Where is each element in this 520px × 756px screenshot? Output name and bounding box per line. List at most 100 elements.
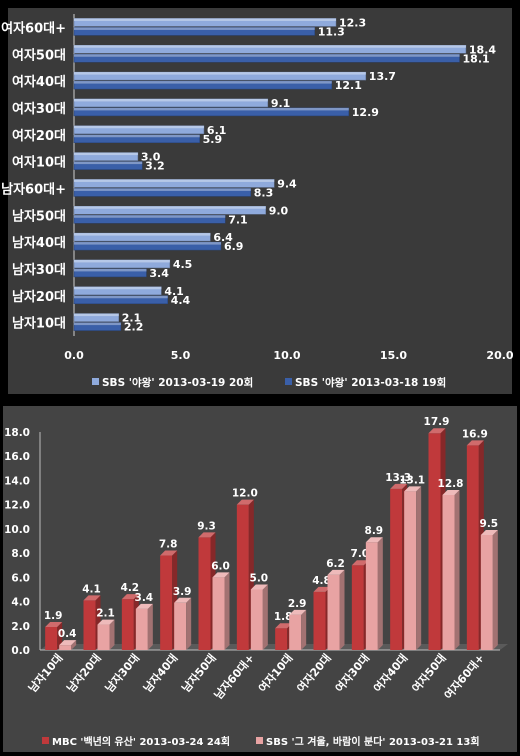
c2-value-label: 13.3	[385, 472, 411, 484]
c2-bar-top	[198, 532, 216, 538]
c2-y-tick-label: 18.0	[4, 427, 30, 439]
c2-bar-top	[390, 483, 408, 489]
c2-bar-top	[275, 623, 293, 629]
c2-bar-front	[135, 608, 148, 650]
c1-value-label: 6.9	[224, 240, 244, 253]
c1-bar-highlight	[74, 179, 275, 182]
c1-legend-swatch	[92, 378, 99, 385]
c2-bar-top	[83, 595, 101, 601]
c1-bar-highlight	[74, 188, 251, 191]
c1-value-label: 3.2	[145, 160, 165, 173]
c1-bar-highlight	[74, 152, 138, 156]
c2-bar-top	[313, 586, 331, 592]
c2-bar-front	[59, 645, 72, 650]
c1-value-label: 12.1	[335, 79, 362, 92]
c2-bar-top	[442, 489, 460, 495]
c2-bar-front	[236, 504, 249, 650]
c1-legend-label: SBS '야왕' 2013-03-18 19회	[295, 376, 446, 389]
c2-value-label: 6.2	[326, 558, 345, 570]
c1-category-label: 여자60대+	[1, 20, 66, 36]
c2-value-label: 0.4	[58, 628, 77, 640]
c1-value-label: 2.2	[124, 321, 144, 334]
c1-x-tick-label: 0.0	[64, 349, 84, 362]
c2-bar-front	[212, 577, 225, 650]
c1-bar-highlight	[74, 81, 332, 84]
c2-bar-front	[250, 589, 263, 650]
c2-bar-top	[404, 486, 422, 492]
c1-value-label: 6.1	[207, 124, 227, 137]
c1-category-label: 여자50대	[12, 47, 66, 63]
c1-x-tick-label: 10.0	[273, 349, 300, 362]
c1-value-label: 8.3	[254, 186, 273, 199]
c1-category-label: 남자40대	[12, 235, 66, 251]
c2-bar-front	[365, 542, 378, 650]
c2-bar-top	[289, 609, 307, 615]
c2-bar-side	[301, 609, 307, 650]
c2-bar-front	[327, 574, 340, 650]
c2-bar-side	[57, 621, 63, 650]
c1-bar-highlight	[74, 259, 170, 263]
c1-category-label: 여자40대	[12, 74, 66, 90]
chart1-panel	[8, 8, 512, 394]
c1-bar-highlight	[74, 27, 315, 30]
c2-bar-front	[428, 433, 441, 650]
c1-value-label: 3.4	[149, 267, 169, 280]
c1-x-tick-label: 5.0	[171, 349, 191, 362]
c1-value-label: 9.4	[277, 177, 297, 190]
c2-y-tick-label: 14.0	[4, 475, 30, 487]
c1-bar-highlight	[74, 125, 204, 129]
c2-bar-top	[121, 594, 139, 600]
c1-bar-highlight	[74, 54, 460, 57]
c2-value-label: 3.4	[135, 592, 154, 604]
c2-bar-front	[83, 600, 96, 650]
c2-bar-top	[97, 619, 115, 625]
c2-value-label: 7.0	[351, 548, 370, 560]
c1-value-label: 12.3	[339, 16, 366, 29]
c1-bar-highlight	[74, 161, 143, 165]
c1-x-tick-label: 15.0	[380, 349, 407, 362]
c2-bar-top	[466, 440, 484, 446]
c1-bar-highlight	[74, 242, 221, 245]
c2-bar-front	[160, 555, 173, 650]
c2-y-tick-label: 8.0	[11, 548, 30, 560]
c1-category-label: 남자60대+	[1, 181, 66, 197]
c2-value-label: 17.9	[424, 416, 450, 428]
c2-bar-top	[365, 537, 383, 543]
c2-value-label: 4.1	[82, 583, 101, 595]
c1-category-label: 남자30대	[12, 262, 66, 278]
c1-legend-swatch	[285, 378, 292, 385]
c1-bar-highlight	[74, 322, 121, 326]
c2-value-label: 4.8	[312, 575, 331, 587]
c1-value-label: 9.1	[271, 97, 291, 110]
c2-bar-front	[289, 614, 302, 650]
c2-bar-top	[250, 584, 268, 590]
c2-value-label: 6.0	[211, 560, 230, 572]
c2-y-tick-label: 10.0	[4, 524, 30, 536]
c1-bar-highlight	[74, 215, 226, 218]
c1-bar-highlight	[74, 206, 266, 209]
c2-bar-front	[442, 494, 455, 650]
c2-value-label: 16.9	[462, 428, 488, 440]
c2-bar-top	[327, 569, 345, 575]
c2-bar-top	[160, 550, 178, 556]
c1-bar-highlight	[74, 98, 268, 102]
c2-bar-top	[428, 428, 446, 434]
c2-bar-top	[45, 621, 63, 627]
c2-value-label: 1.8	[274, 611, 293, 623]
c2-y-tick-label: 4.0	[11, 597, 30, 609]
c2-y-tick-label: 2.0	[11, 621, 30, 633]
c2-value-label: 9.3	[197, 520, 216, 532]
c2-y-tick-label: 12.0	[4, 500, 30, 512]
c1-value-label: 7.1	[228, 213, 248, 226]
c2-bar-front	[121, 599, 134, 650]
c2-value-label: 1.9	[44, 610, 63, 622]
c2-bar-front	[480, 534, 493, 650]
c1-value-label: 4.4	[171, 294, 191, 307]
c1-value-label: 12.9	[352, 106, 379, 119]
c1-value-label: 3.0	[141, 151, 161, 164]
c2-bar-front	[390, 488, 403, 650]
c1-category-label: 여자10대	[12, 155, 66, 171]
c1-bar-highlight	[74, 286, 162, 290]
c2-bar-front	[97, 624, 110, 650]
c1-value-label: 9.0	[269, 204, 289, 217]
